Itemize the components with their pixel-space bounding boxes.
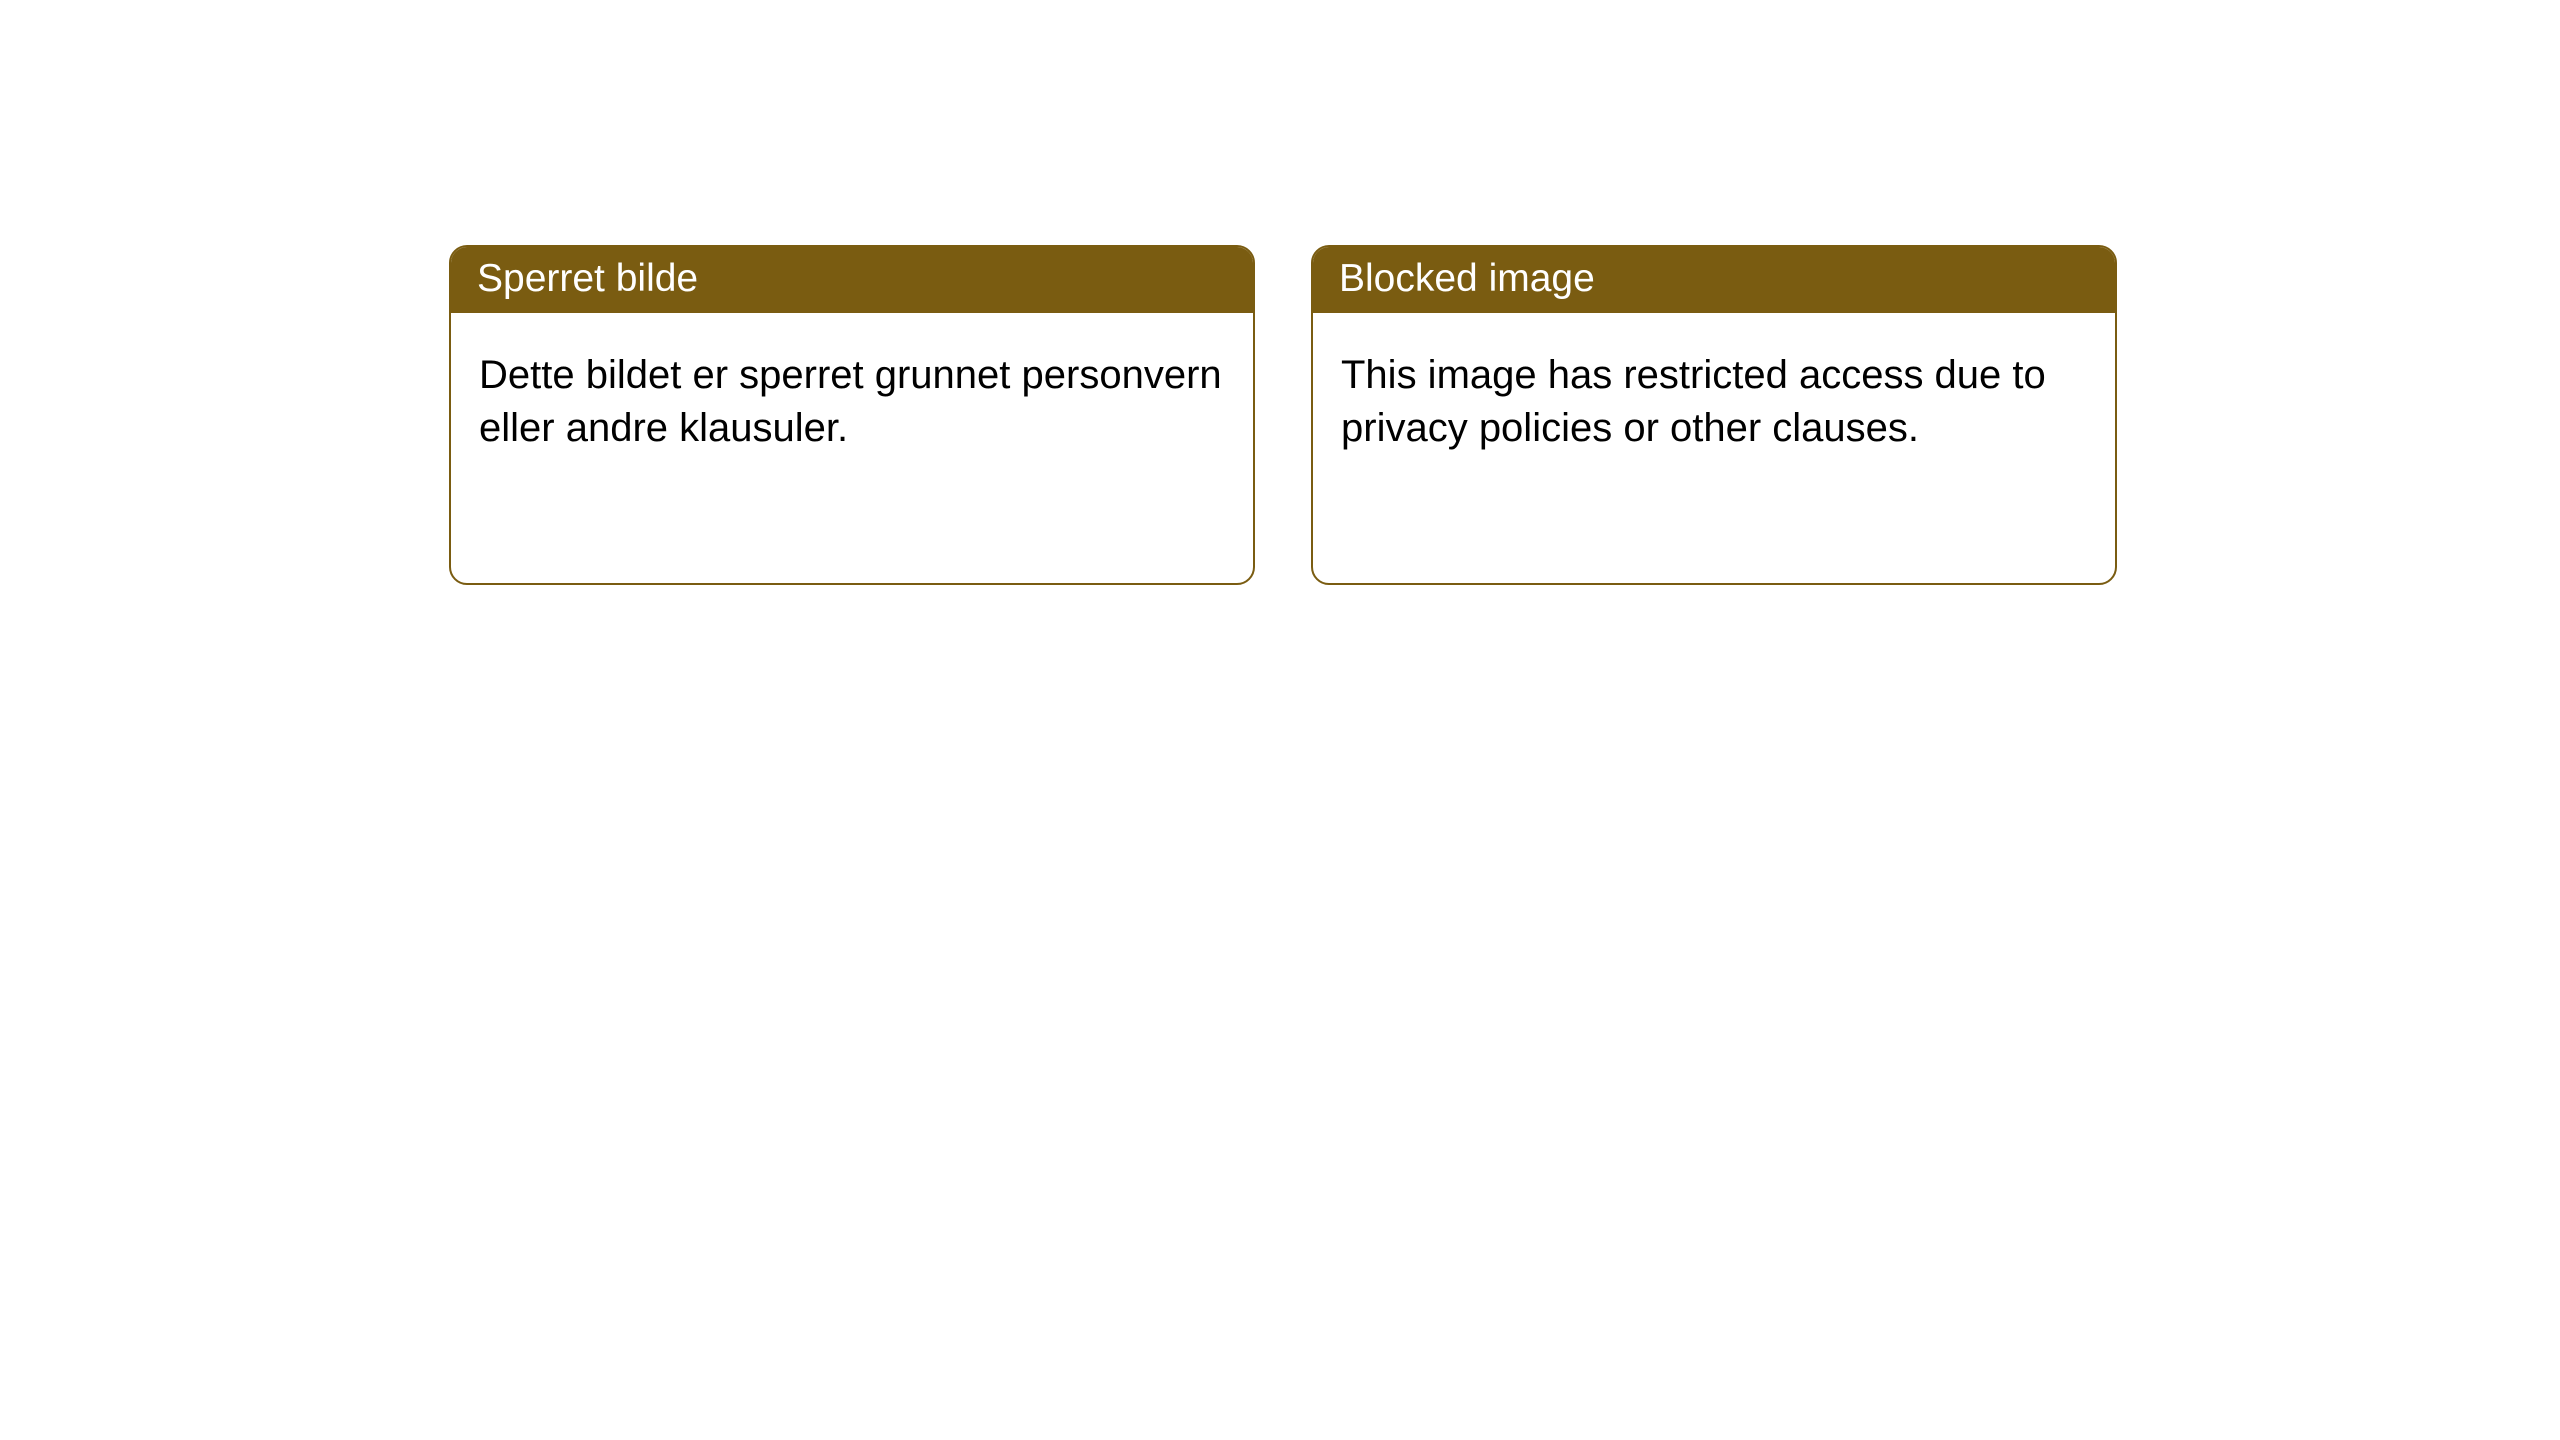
- notice-card-header: Blocked image: [1313, 247, 2115, 313]
- notice-cards-container: Sperret bilde Dette bildet er sperret gr…: [449, 245, 2117, 585]
- notice-body-text: Dette bildet er sperret grunnet personve…: [479, 353, 1222, 450]
- notice-card-norwegian: Sperret bilde Dette bildet er sperret gr…: [449, 245, 1255, 585]
- notice-card-header: Sperret bilde: [451, 247, 1253, 313]
- notice-card-body: This image has restricted access due to …: [1313, 313, 2115, 491]
- notice-title: Sperret bilde: [477, 257, 698, 300]
- notice-card-body: Dette bildet er sperret grunnet personve…: [451, 313, 1253, 491]
- notice-card-english: Blocked image This image has restricted …: [1311, 245, 2117, 585]
- notice-title: Blocked image: [1339, 257, 1595, 300]
- notice-body-text: This image has restricted access due to …: [1341, 353, 2046, 450]
